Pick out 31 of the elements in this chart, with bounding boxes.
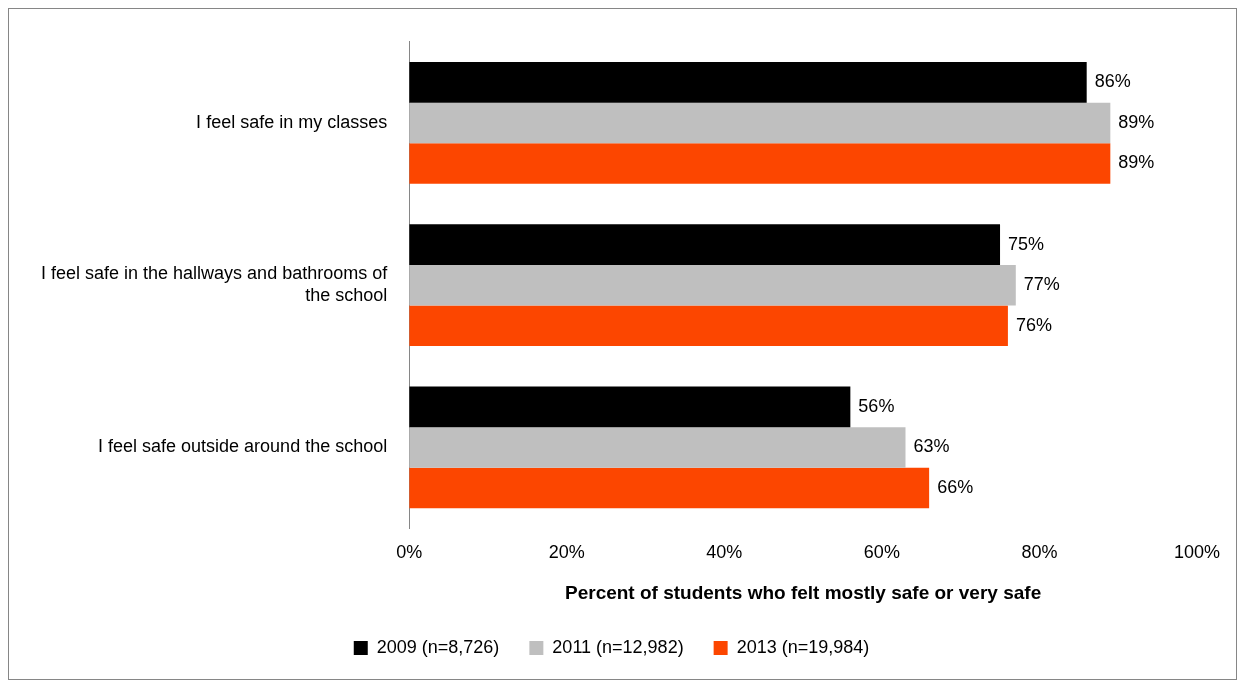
legend-label: 2009 (n=8,726) [376, 636, 500, 657]
bar [409, 143, 1111, 184]
legend-label: 2013 (n=19,984) [736, 636, 870, 657]
x-tick-label: 0% [396, 542, 423, 563]
y-tick-label: I feel safe in my classes [196, 111, 388, 132]
bar [409, 305, 1008, 347]
data-label: 56% [858, 395, 895, 416]
bar [409, 62, 1087, 103]
x-tick-label: 80% [1021, 542, 1058, 563]
y-tick-label: I feel safe outside around the school [98, 436, 388, 457]
x-tick-label: 40% [706, 542, 743, 563]
bar [409, 102, 1111, 144]
x-tick-label: 100% [1173, 542, 1220, 563]
bar [409, 467, 930, 509]
y-tick-label: I feel safe in the hallways and bathrooms of the school [41, 263, 389, 305]
x-tick-label: 60% [863, 542, 900, 563]
x-axis-title: Percent of students who felt mostly safe or very safe [564, 581, 1042, 603]
data-label: 89% [1118, 152, 1155, 173]
bar [409, 427, 906, 468]
bar [409, 386, 851, 428]
data-label: 86% [1094, 71, 1131, 92]
data-label: 66% [937, 477, 974, 497]
data-label: 89% [1118, 111, 1155, 132]
data-label: 75% [1008, 233, 1045, 254]
legend-label: 2011 (n=12,982) [552, 636, 684, 657]
bar [409, 264, 1016, 306]
data-label: 63% [913, 436, 950, 457]
data-label: 77% [1023, 274, 1060, 295]
data-label: 76% [1015, 314, 1052, 335]
bar [409, 224, 1001, 265]
x-tick-label: 20% [548, 542, 585, 563]
